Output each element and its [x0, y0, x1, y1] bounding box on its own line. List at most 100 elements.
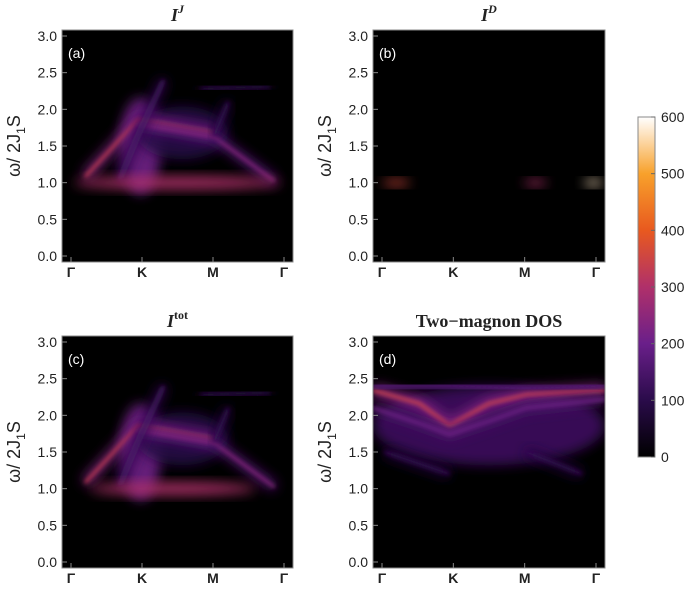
- y-tick-label: 2.5: [38, 65, 58, 81]
- panel: 0.0 0.5 1.0 1.5 2.0 2.5 3.0 Γ K M Γ (d) Two−magnon D…: [315, 311, 606, 586]
- y-tick-label: 2.0: [349, 407, 369, 423]
- x-tick-label: Γ: [378, 264, 387, 280]
- y-axis-label: ω/ 2J1S: [4, 421, 28, 483]
- y-axis-label-part: S: [315, 421, 335, 433]
- y-tick-label: 1.5: [349, 138, 369, 154]
- y-axis-label-part: ω/ 2J: [315, 440, 335, 483]
- panel-title: IJ: [170, 2, 185, 25]
- colorbar-tick-label: 500: [661, 166, 685, 182]
- panel-label: (a): [68, 45, 85, 61]
- heatmap: [377, 129, 603, 187]
- title-sup: D: [487, 2, 497, 16]
- y-tick-label: 0.0: [349, 248, 369, 264]
- panel: 0.0 0.5 1.0 1.5 2.0 2.5 3.0 Γ K M Γ (c) Itot ω/ 2J1S: [4, 308, 294, 586]
- colorbar-tick-label: 400: [661, 222, 685, 238]
- colorbar-tick-label: 0: [661, 449, 669, 465]
- y-axis-label-sub: 1: [14, 433, 28, 440]
- y-axis-label-part: S: [4, 115, 24, 127]
- colorbar-tick-label: 100: [661, 392, 685, 408]
- y-tick-label: 1.5: [38, 444, 58, 460]
- x-tick-label: Γ: [592, 264, 601, 280]
- y-tick-label: 0.0: [349, 554, 369, 570]
- y-tick-label: 0.0: [38, 248, 58, 264]
- x-tick-label: Γ: [67, 264, 76, 280]
- heatmap-feature: [384, 450, 451, 476]
- y-tick-label: 2.0: [349, 101, 369, 117]
- panel-label: (b): [379, 45, 396, 61]
- title-text: I: [170, 5, 179, 25]
- y-tick-label: 0.5: [349, 517, 369, 533]
- panel-label: (c): [68, 351, 84, 367]
- y-tick-label: 2.0: [38, 407, 58, 423]
- heatmap-feature: [523, 179, 548, 187]
- y-tick-label: 3.0: [349, 334, 369, 350]
- heatmap: [373, 381, 605, 494]
- x-tick-label: M: [207, 264, 219, 280]
- heatmap-feature: [200, 391, 270, 397]
- y-tick-label: 3.0: [349, 28, 369, 44]
- panel-title: ID: [480, 2, 497, 25]
- title-text: I: [166, 311, 175, 331]
- y-tick-label: 2.0: [38, 101, 58, 117]
- x-tick-label: Γ: [378, 570, 387, 585]
- heatmap-feature: [118, 79, 166, 180]
- y-tick-label: 2.5: [349, 65, 369, 81]
- y-tick-label: 0.5: [349, 211, 369, 227]
- y-tick-label: 0.0: [38, 554, 58, 570]
- y-tick-label: 1.0: [38, 175, 58, 191]
- y-tick-label: 2.5: [349, 371, 369, 387]
- panel-title: Two−magnon DOS: [416, 311, 562, 331]
- x-tick-label: M: [519, 570, 531, 585]
- y-tick-label: 1.0: [349, 481, 369, 497]
- x-tick-label: Γ: [67, 570, 76, 585]
- x-tick-label: M: [207, 570, 219, 585]
- x-tick-label: M: [519, 264, 531, 280]
- heatmap-feature: [373, 384, 605, 390]
- y-axis-label-sub: 1: [325, 433, 339, 440]
- y-axis-label-part: S: [315, 115, 335, 127]
- colorbar-tick-label: 200: [661, 336, 685, 352]
- y-axis-label: ω/ 2J1S: [4, 115, 28, 177]
- heatmap-feature: [373, 388, 605, 428]
- y-tick-label: 0.5: [38, 517, 58, 533]
- x-tick-label: Γ: [280, 264, 289, 280]
- y-tick-label: 0.5: [38, 211, 58, 227]
- heatmap-feature: [137, 122, 276, 183]
- colorbar-tick-label: 300: [661, 279, 685, 295]
- x-tick-label: K: [137, 570, 147, 585]
- y-axis-label-sub: 1: [14, 127, 28, 134]
- heatmap-feature: [382, 179, 411, 187]
- heatmap-feature: [137, 428, 276, 489]
- panel: 0.00.51.01.52.02.53.0Γ K M Γ(a)IJω/ 2J1S: [4, 2, 294, 280]
- y-tick-label: 3.0: [38, 334, 58, 350]
- colorbar-tick-label: 600: [661, 109, 685, 125]
- heatmap-feature: [213, 407, 230, 442]
- y-axis-label-part: ω/ 2J: [315, 134, 335, 177]
- x-tick-label: K: [448, 570, 458, 585]
- title-text: I: [480, 5, 489, 25]
- heatmap-feature: [118, 385, 166, 486]
- x-tick-label: K: [448, 264, 458, 280]
- heatmap-feature: [213, 101, 230, 136]
- title-sup: J: [177, 2, 185, 16]
- panel-title: Itot: [166, 308, 188, 331]
- y-tick-label: 2.5: [38, 371, 58, 387]
- y-axis-label-sub: 1: [325, 127, 339, 134]
- y-axis-label: ω/ 2J1S: [315, 421, 339, 483]
- y-axis-label: ω/ 2J1S: [315, 115, 339, 177]
- heatmap: [66, 75, 289, 195]
- heatmap: [66, 381, 289, 501]
- heatmap-feature: [584, 179, 603, 187]
- y-tick-label: 3.0: [38, 28, 58, 44]
- title-sup: tot: [174, 308, 188, 322]
- x-tick-label: K: [137, 264, 147, 280]
- title-text: Two−magnon DOS: [416, 311, 562, 331]
- y-tick-label: 1.0: [38, 481, 58, 497]
- x-tick-label: Γ: [592, 570, 601, 585]
- y-tick-label: 1.5: [349, 444, 369, 460]
- y-axis-label-part: ω/ 2J: [4, 440, 24, 483]
- y-axis-label-part: S: [4, 421, 24, 433]
- y-axis-label-part: ω/ 2J: [4, 134, 24, 177]
- y-tick-label: 1.5: [38, 138, 58, 154]
